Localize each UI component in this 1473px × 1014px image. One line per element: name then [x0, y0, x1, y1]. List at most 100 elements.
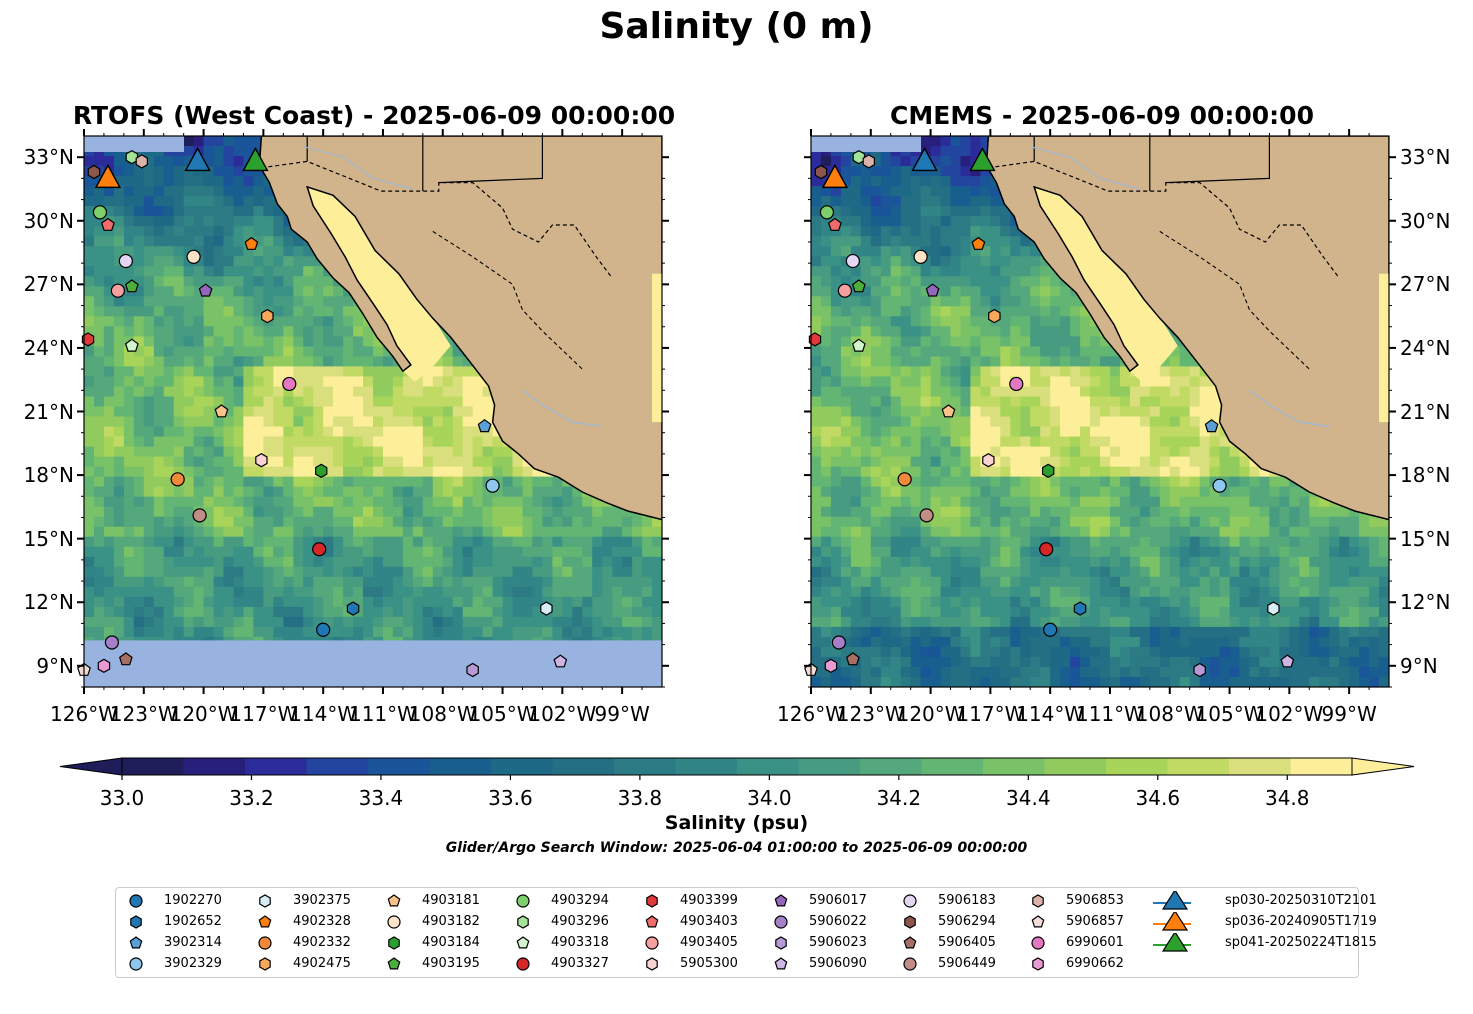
x-tick-label: 108°W: [1135, 702, 1204, 726]
legend-label: sp030-20250310T2101: [1225, 893, 1377, 908]
legend-marker: [903, 894, 917, 908]
x-tick-label: 102°W: [528, 702, 597, 726]
float-5906405: [118, 652, 133, 666]
float-4903294: [819, 205, 835, 220]
land: [985, 136, 1389, 521]
colorbar-segment: [798, 758, 861, 775]
legend-symbol: [516, 894, 530, 908]
float-4903181: [214, 404, 229, 418]
float-4902328: [971, 236, 986, 250]
legend-symbol: [1031, 936, 1045, 950]
legend-label: 4903182: [422, 914, 480, 929]
legend-symbol: [259, 957, 271, 971]
float-5906023: [1193, 662, 1206, 678]
glider-sp041-20250224T1815: [242, 146, 269, 172]
legend-marker: [1031, 915, 1045, 928]
legend-marker: [388, 936, 400, 950]
y-tick-label: 24°N: [1400, 335, 1451, 360]
float-5906090: [1280, 654, 1295, 668]
legend-label: 4902328: [293, 914, 351, 929]
legend-marker: [387, 915, 401, 929]
legend-symbol: [904, 915, 916, 929]
colorbar-segment: [983, 758, 1045, 775]
colorbar-tick-label: 34.0: [747, 786, 792, 810]
glider-sp030-20250310T2101: [911, 146, 938, 172]
float-5906449: [919, 508, 934, 523]
colorbar-segment: [1044, 758, 1107, 775]
colorbar-extend-high: [1351, 757, 1415, 776]
x-tick-label: 99°W: [594, 702, 650, 726]
colorbar-segment: [1229, 758, 1291, 775]
float-5906853: [862, 154, 876, 169]
float-4903399: [81, 332, 95, 347]
y-tick-label: 30°N: [23, 208, 74, 233]
legend-marker: [130, 915, 142, 929]
legend-label: 4903296: [551, 914, 609, 929]
legend-marker: [903, 936, 917, 949]
y-tick-label: 9°N: [36, 653, 74, 678]
x-tick-label: 105°W: [468, 702, 537, 726]
legend-label: 4903405: [680, 935, 738, 950]
float-5906017: [925, 283, 940, 297]
legend-label: 5906183: [938, 893, 996, 908]
legend-symbol: [774, 957, 788, 970]
float-4903182: [186, 249, 201, 264]
legend-marker: [259, 957, 271, 971]
axis-ticks: [804, 129, 1396, 694]
legend-label: 5905300: [680, 956, 738, 971]
y-tick-label: 24°N: [23, 335, 74, 360]
colorbar-segment: [552, 758, 615, 775]
y-tick-label: 33°N: [1400, 145, 1451, 170]
legend-symbol: [258, 915, 272, 928]
float-3902314: [1204, 419, 1219, 433]
float-4903403: [100, 217, 115, 231]
float-5906022: [831, 635, 847, 650]
legend-marker: [129, 894, 143, 908]
legend-symbol: [645, 936, 659, 950]
legend-marker: [516, 894, 530, 908]
colorbar-label: Salinity (psu): [664, 812, 809, 834]
legend-glider-marker: [1153, 891, 1191, 910]
legend-marker: [645, 915, 659, 928]
float-6990601: [282, 376, 297, 392]
legend-symbol: [645, 915, 659, 928]
colorbar-tick-label: 33.6: [488, 786, 533, 810]
gulf-of-mexico-edge: [652, 273, 662, 423]
legend-label: 4903294: [551, 893, 609, 908]
legend-label: 1902652: [164, 914, 222, 929]
colorbar-segment: [122, 758, 184, 775]
colorbar-tick-label: 34.2: [876, 786, 922, 810]
float-5906023: [466, 662, 479, 678]
legend-symbol: [129, 936, 143, 949]
legend-label: 4903184: [422, 935, 480, 950]
legend-label: 4903327: [551, 956, 609, 971]
float-1902270: [316, 622, 331, 637]
x-tick-label: 99°W: [1321, 702, 1377, 726]
float-4902475: [261, 308, 274, 324]
glider-sp041-20250224T1815: [969, 146, 996, 172]
legend-symbol: [258, 936, 272, 950]
x-tick-label: 117°W: [229, 702, 298, 726]
legend-marker: [387, 894, 401, 907]
float-5906294: [814, 164, 828, 180]
y-tick-label: 18°N: [23, 463, 74, 488]
right-panel-title: CMEMS - 2025-06-09 00:00:00: [890, 101, 1314, 130]
legend-symbol: [517, 915, 529, 929]
search-window-caption: Glider/Argo Search Window: 2025-06-04 01…: [445, 840, 1028, 856]
colorbar-tick-label: 34.4: [1006, 786, 1051, 810]
float-6990662: [824, 658, 838, 673]
legend-symbol: [1032, 957, 1044, 971]
float-4903403: [827, 217, 842, 231]
legend-marker: [129, 936, 143, 949]
float-4903184: [1041, 463, 1055, 478]
colorbar-segment: [306, 758, 369, 775]
legend-label: 4903318: [551, 935, 609, 950]
x-tick-label: 123°W: [109, 702, 178, 726]
colorbar-segment: [860, 758, 922, 775]
gliders: [821, 146, 996, 189]
legend-label: 3902314: [164, 935, 222, 950]
x-tick-label: 126°W: [50, 702, 118, 726]
x-tick-label: 120°W: [896, 702, 965, 726]
colorbar-segment: [737, 758, 799, 775]
float-1902652: [1073, 601, 1087, 616]
